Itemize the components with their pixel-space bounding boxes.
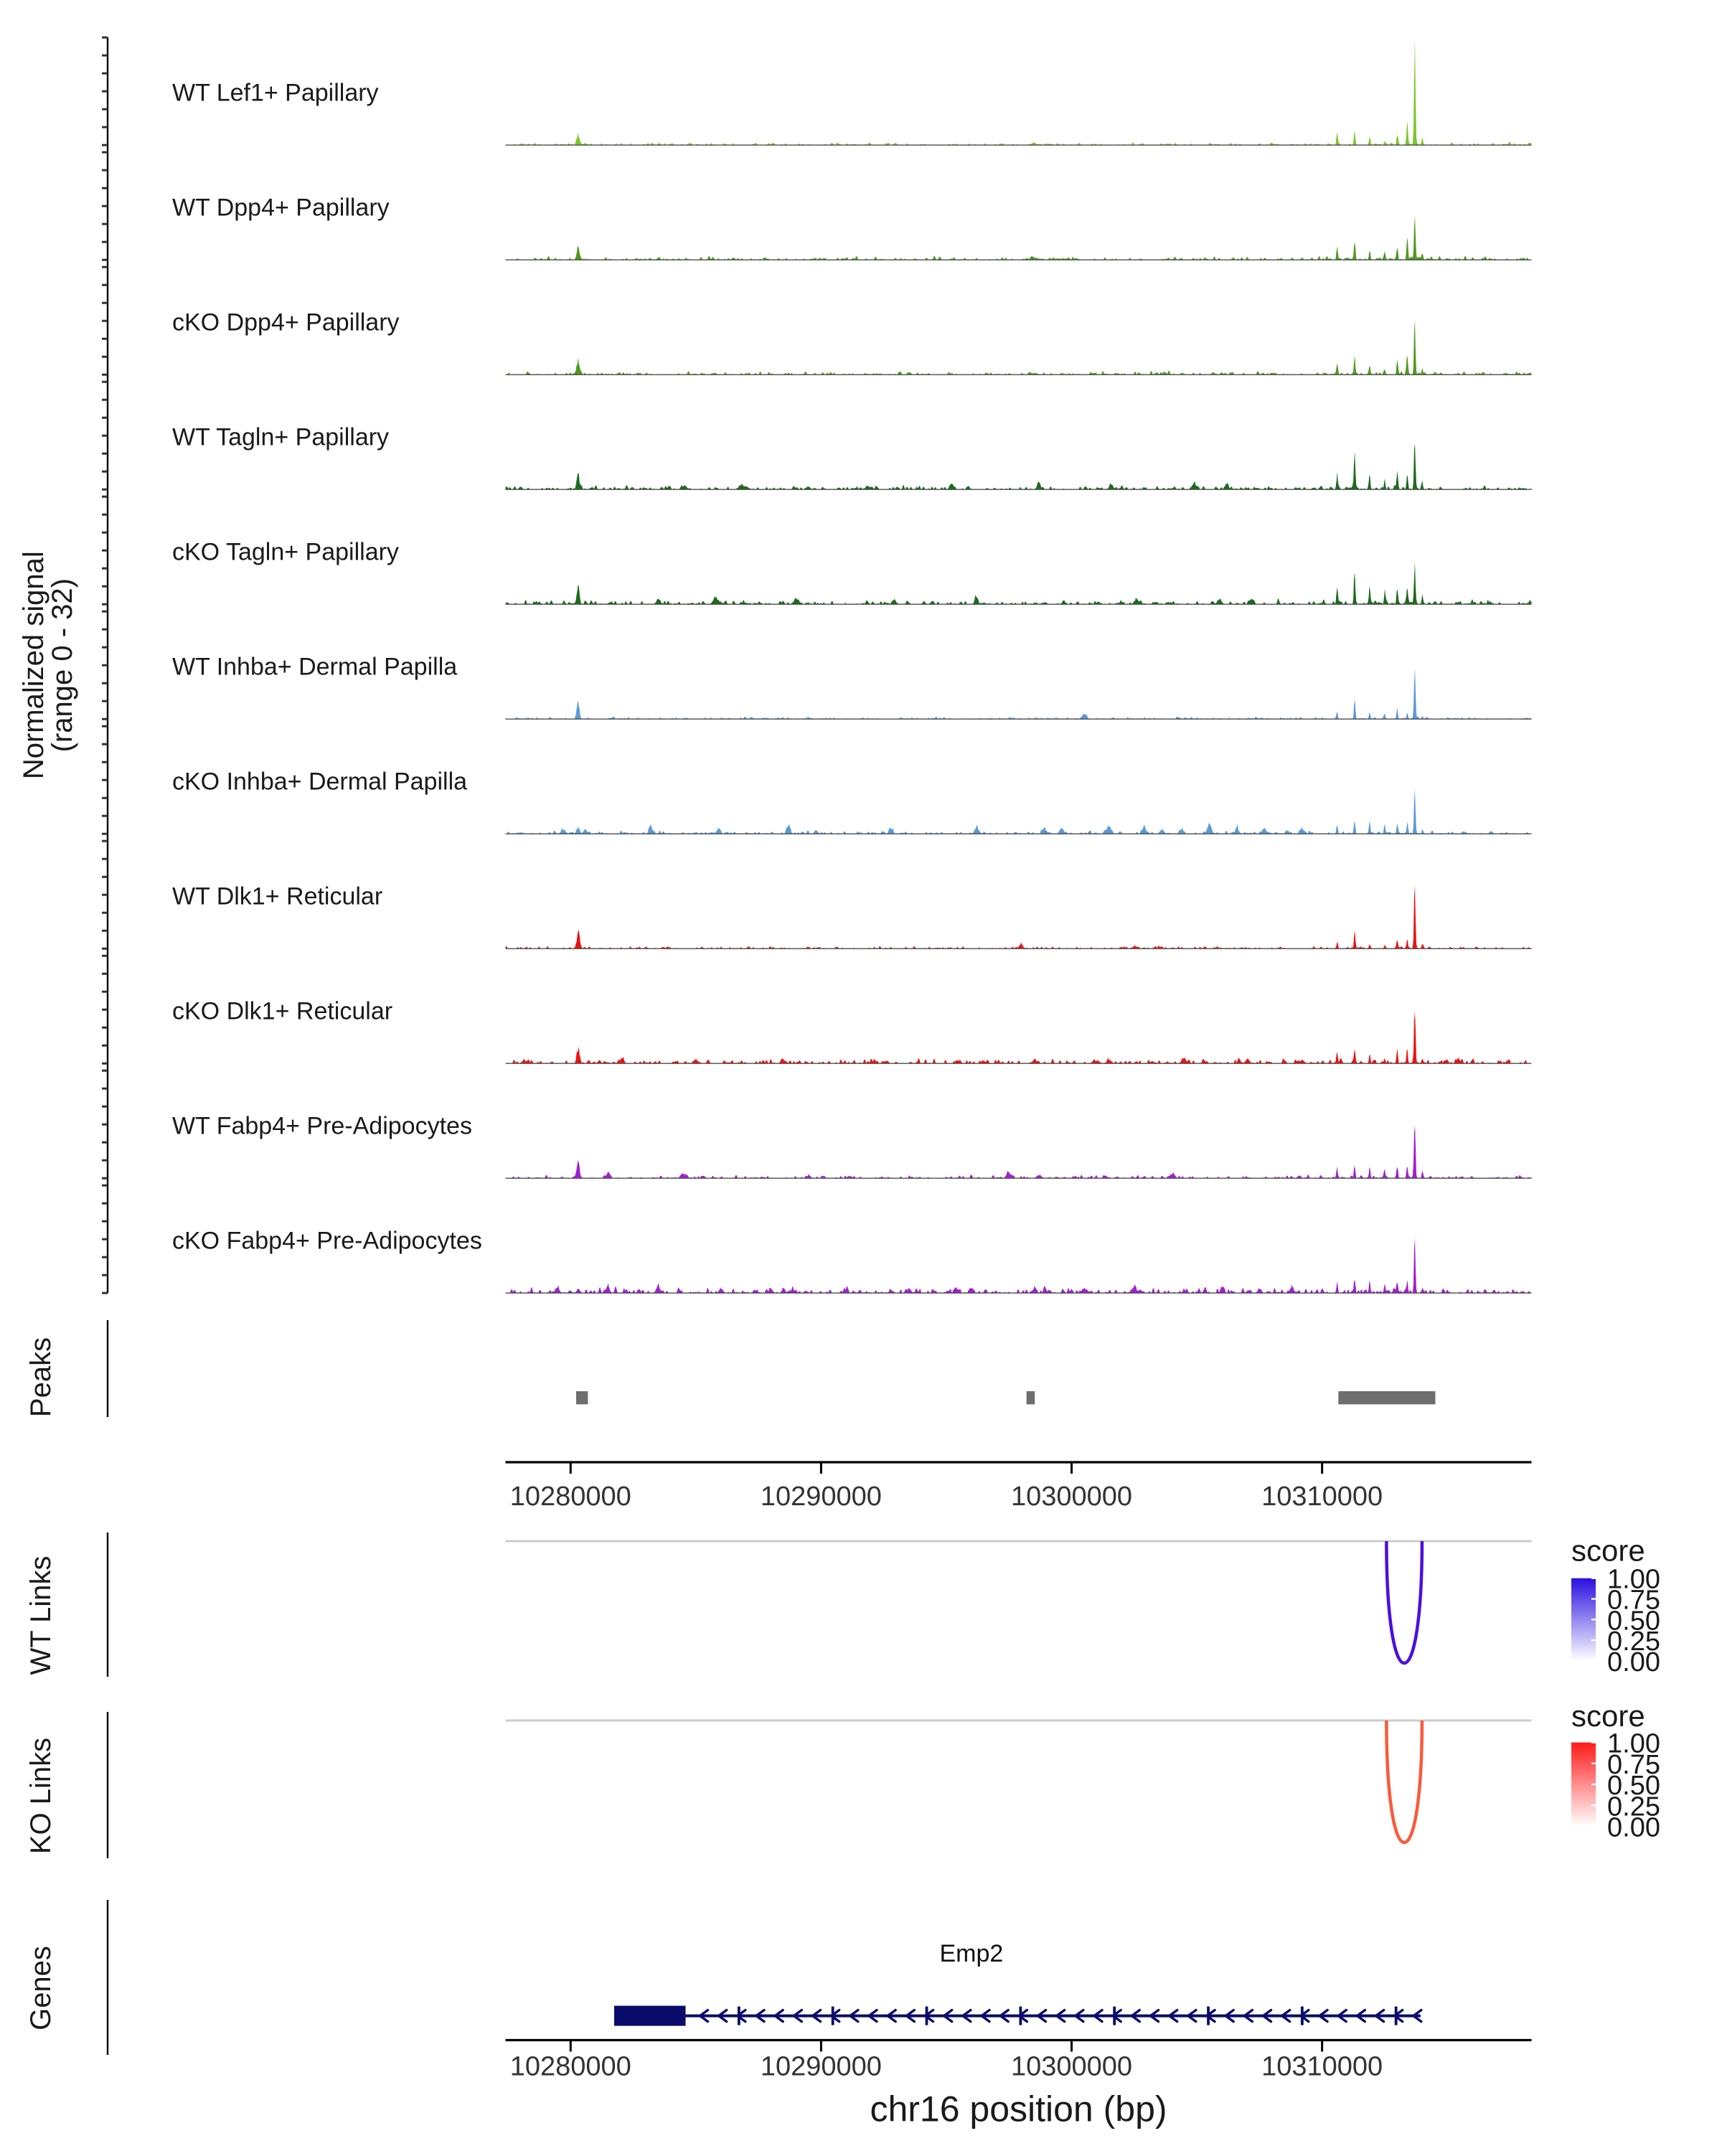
svg-text:cKO Fabp4+ Pre-Adipocytes: cKO Fabp4+ Pre-Adipocytes [172, 1228, 482, 1255]
svg-text:10280000: 10280000 [510, 2052, 631, 2082]
svg-text:0.00: 0.00 [1607, 1813, 1660, 1843]
svg-text:WT Dlk1+ Reticular: WT Dlk1+ Reticular [172, 883, 382, 910]
svg-text:10310000: 10310000 [1261, 1482, 1383, 1512]
svg-text:Emp2: Emp2 [939, 1940, 1003, 1967]
svg-text:WT Dpp4+ Papillary: WT Dpp4+ Papillary [172, 194, 390, 222]
svg-text:0.00: 0.00 [1607, 1647, 1660, 1677]
svg-text:cKO Dlk1+ Reticular: cKO Dlk1+ Reticular [172, 998, 392, 1025]
svg-text:10290000: 10290000 [761, 1482, 882, 1512]
svg-text:WT Lef1+ Papillary: WT Lef1+ Papillary [172, 80, 379, 107]
svg-text:cKO Dpp4+ Papillary: cKO Dpp4+ Papillary [172, 309, 400, 336]
svg-text:Genes: Genes [25, 1946, 57, 2030]
svg-text:10300000: 10300000 [1011, 2052, 1132, 2082]
svg-text:10290000: 10290000 [761, 2052, 882, 2082]
svg-text:score: score [1571, 1533, 1645, 1567]
svg-text:10280000: 10280000 [510, 1482, 631, 1512]
svg-text:Peaks: Peaks [25, 1337, 57, 1417]
svg-text:(range 0 - 32): (range 0 - 32) [47, 578, 78, 752]
svg-text:WT Inhba+ Dermal Papilla: WT Inhba+ Dermal Papilla [172, 654, 457, 681]
svg-text:10300000: 10300000 [1011, 1482, 1132, 1512]
svg-text:WT Links: WT Links [25, 1556, 57, 1675]
svg-text:KO Links: KO Links [25, 1738, 57, 1854]
svg-text:10310000: 10310000 [1261, 2052, 1383, 2082]
svg-text:chr16 position (bp): chr16 position (bp) [870, 2089, 1167, 2129]
svg-text:WT Fabp4+ Pre-Adipocytes: WT Fabp4+ Pre-Adipocytes [172, 1113, 472, 1140]
svg-text:Normalized signal: Normalized signal [18, 551, 50, 779]
svg-text:WT Tagln+ Papillary: WT Tagln+ Papillary [172, 424, 389, 451]
svg-text:score: score [1571, 1699, 1645, 1733]
svg-text:cKO Inhba+ Dermal Papilla: cKO Inhba+ Dermal Papilla [172, 768, 467, 796]
svg-text:cKO Tagln+ Papillary: cKO Tagln+ Papillary [172, 539, 399, 566]
